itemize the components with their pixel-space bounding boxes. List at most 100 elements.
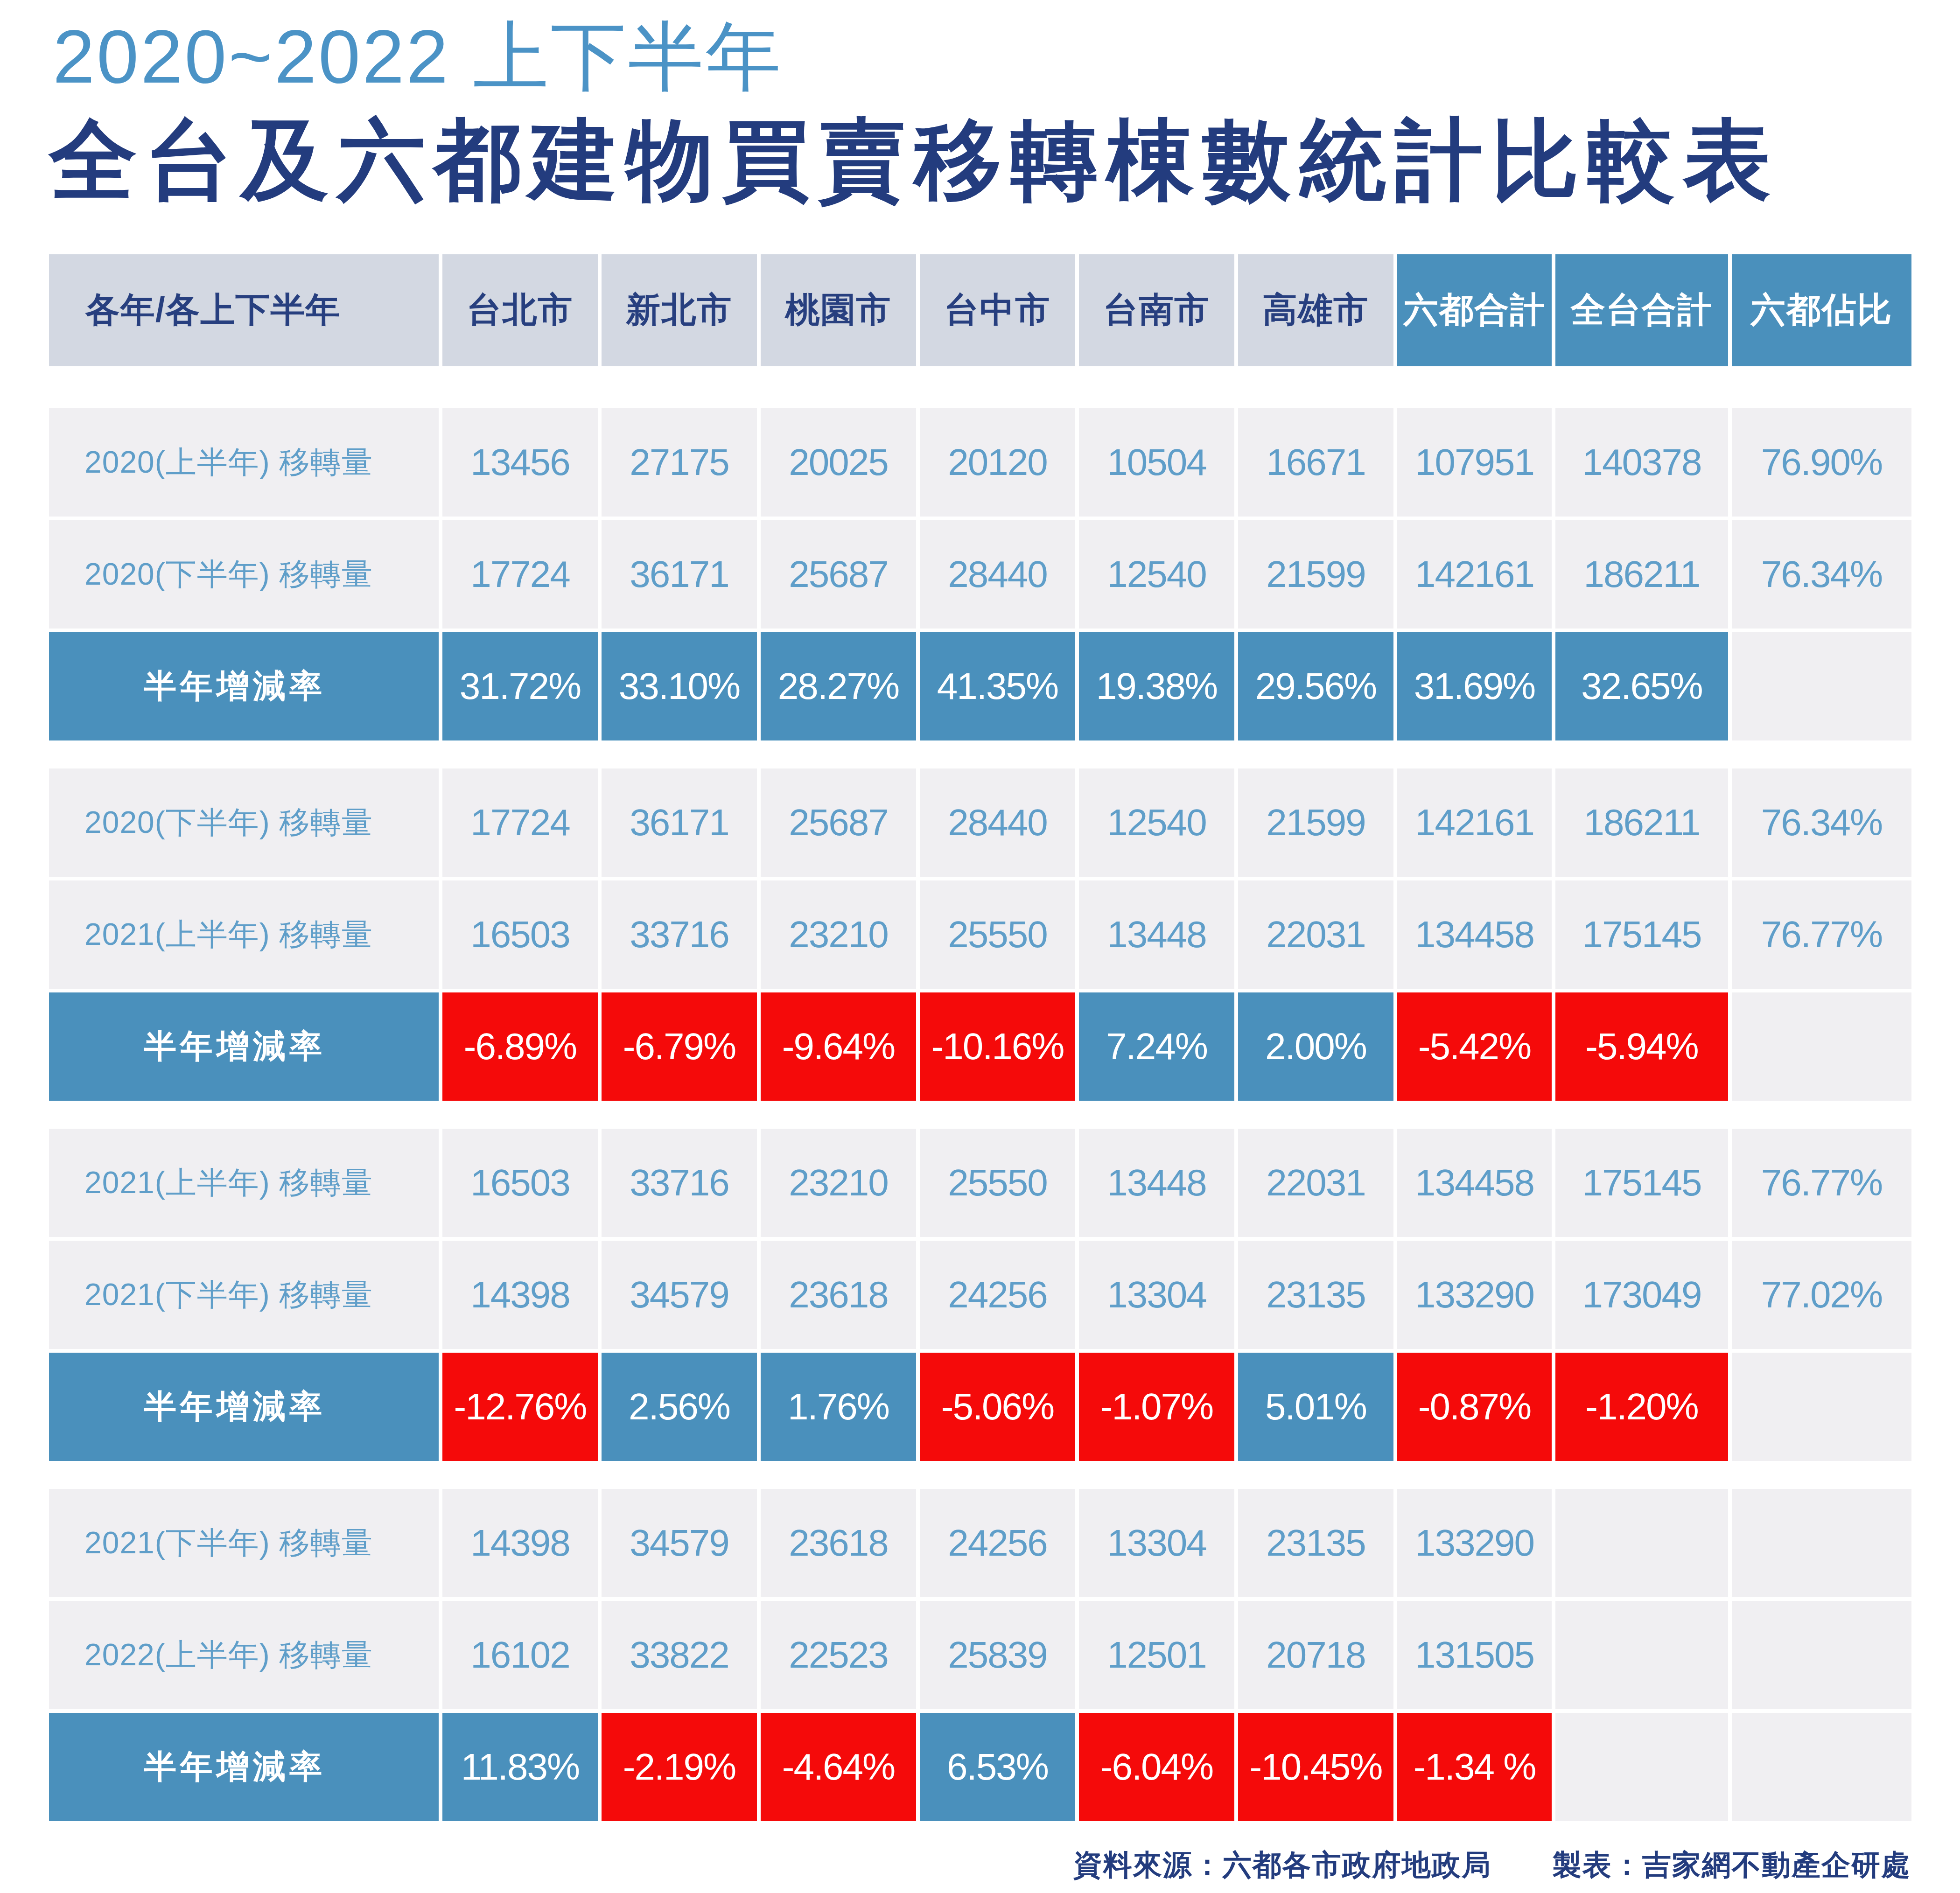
rate-value-cell: -1.20% — [1555, 1353, 1728, 1461]
value-cell: 33822 — [602, 1601, 757, 1709]
rate-value-cell: 2.56% — [602, 1353, 757, 1461]
rate-value-cell: 31.72% — [442, 632, 598, 740]
value-cell: 13448 — [1079, 1129, 1234, 1237]
rate-value-cell: -5.06% — [920, 1353, 1075, 1461]
value-cell: 23135 — [1238, 1241, 1393, 1349]
table-row: 2021(下半年) 移轉量143983457923618242561330423… — [49, 1241, 1911, 1349]
page-title-main: 全台及六都建物買賣移轉棟數統計比較表 — [49, 112, 1911, 209]
rate-value-cell: -12.76% — [442, 1353, 598, 1461]
rate-value-cell: -1.34 % — [1397, 1713, 1552, 1821]
value-cell: 134458 — [1397, 880, 1552, 989]
rate-row-label: 半年增減率 — [49, 1353, 439, 1461]
value-cell: 76.34% — [1732, 768, 1911, 877]
value-cell: 76.90% — [1732, 408, 1911, 517]
footer-maker: 製表：吉家網不動產企研處 — [1553, 1849, 1911, 1881]
rate-value-cell: 32.65% — [1555, 632, 1728, 740]
rate-value-cell: -5.94% — [1555, 992, 1728, 1101]
row-label: 2020(上半年) 移轉量 — [49, 408, 439, 517]
rate-value-cell: -6.89% — [442, 992, 598, 1101]
rate-value-cell: 29.56% — [1238, 632, 1393, 740]
value-cell: 36171 — [602, 768, 757, 877]
rate-row-label: 半年增減率 — [49, 992, 439, 1101]
rate-value-cell: 33.10% — [602, 632, 757, 740]
value-cell: 77.02% — [1732, 1241, 1911, 1349]
infographic-page: 2020~2022 上下半年 全台及六都建物買賣移轉棟數統計比較表 各年/各上下… — [0, 0, 1960, 1893]
value-cell: 140378 — [1555, 408, 1728, 517]
row-label: 2022(上半年) 移轉量 — [49, 1601, 439, 1709]
value-cell: 23618 — [761, 1489, 916, 1597]
table-group: 2021(下半年) 移轉量143983457923618242561330423… — [49, 1489, 1911, 1821]
header-cell: 桃園市 — [761, 254, 916, 366]
header-cell: 台南市 — [1079, 254, 1234, 366]
value-cell: 33716 — [602, 1129, 757, 1237]
rate-value-cell: 1.76% — [761, 1353, 916, 1461]
header-cell: 高雄市 — [1238, 254, 1393, 366]
value-cell: 14398 — [442, 1489, 598, 1597]
value-cell: 76.77% — [1732, 880, 1911, 989]
value-cell: 22031 — [1238, 880, 1393, 989]
rate-value-cell: 11.83% — [442, 1713, 598, 1821]
table-row: 2020(下半年) 移轉量177243617125687284401254021… — [49, 768, 1911, 877]
value-cell: 10504 — [1079, 408, 1234, 517]
rate-empty-cell — [1732, 1353, 1911, 1461]
value-cell: 28440 — [920, 520, 1075, 629]
rate-empty-cell — [1732, 1713, 1911, 1821]
rate-empty-cell — [1732, 992, 1911, 1101]
rate-value-cell: -9.64% — [761, 992, 916, 1101]
value-cell: 33716 — [602, 880, 757, 989]
value-cell: 34579 — [602, 1241, 757, 1349]
value-cell: 20025 — [761, 408, 916, 517]
rate-row: 半年增減率31.72%33.10%28.27%41.35%19.38%29.56… — [49, 632, 1911, 740]
value-cell: 142161 — [1397, 768, 1552, 877]
table-row: 2020(下半年) 移轉量177243617125687284401254021… — [49, 520, 1911, 629]
value-cell: 175145 — [1555, 880, 1728, 989]
rate-value-cell: -6.04% — [1079, 1713, 1234, 1821]
table-group: 2021(上半年) 移轉量165033371623210255501344822… — [49, 1129, 1911, 1461]
rate-empty-cell — [1555, 1713, 1728, 1821]
header-cell: 六都佔比 — [1732, 254, 1911, 366]
value-cell: 186211 — [1555, 768, 1728, 877]
value-cell: 25550 — [920, 1129, 1075, 1237]
rate-value-cell: 5.01% — [1238, 1353, 1393, 1461]
rate-row: 半年增減率11.83%-2.19%-4.64%6.53%-6.04%-10.45… — [49, 1713, 1911, 1821]
rate-row-label: 半年增減率 — [49, 1713, 439, 1821]
header-cell: 台中市 — [920, 254, 1075, 366]
value-cell: 24256 — [920, 1489, 1075, 1597]
value-cell: 21599 — [1238, 520, 1393, 629]
value-cell: 12540 — [1079, 520, 1234, 629]
value-cell: 16503 — [442, 1129, 598, 1237]
value-cell — [1555, 1601, 1728, 1709]
table-row: 2021(上半年) 移轉量165033371623210255501344822… — [49, 880, 1911, 989]
rate-value-cell: -1.07% — [1079, 1353, 1234, 1461]
value-cell: 131505 — [1397, 1601, 1552, 1709]
table-row: 2022(上半年) 移轉量161023382222523258391250120… — [49, 1601, 1911, 1709]
rate-value-cell: -5.42% — [1397, 992, 1552, 1101]
footer: 資料來源：六都各市政府地政局 製表：吉家網不動產企研處 — [49, 1845, 1911, 1885]
value-cell: 27175 — [602, 408, 757, 517]
value-cell: 16671 — [1238, 408, 1393, 517]
rate-row: 半年增減率-6.89%-6.79%-9.64%-10.16%7.24%2.00%… — [49, 992, 1911, 1101]
header-cell: 全台合計 — [1555, 254, 1728, 366]
value-cell: 23210 — [761, 880, 916, 989]
header-row: 各年/各上下半年台北市新北市桃園市台中市台南市高雄市六都合計全台合計六都佔比 — [49, 254, 1911, 366]
value-cell: 175145 — [1555, 1129, 1728, 1237]
value-cell: 17724 — [442, 768, 598, 877]
value-cell: 142161 — [1397, 520, 1552, 629]
value-cell: 25687 — [761, 768, 916, 877]
value-cell: 133290 — [1397, 1489, 1552, 1597]
rate-empty-cell — [1732, 632, 1911, 740]
value-cell: 23135 — [1238, 1489, 1393, 1597]
value-cell: 14398 — [442, 1241, 598, 1349]
value-cell: 13304 — [1079, 1241, 1234, 1349]
table-row: 2021(下半年) 移轉量143983457923618242561330423… — [49, 1489, 1911, 1597]
table-row: 2021(上半年) 移轉量165033371623210255501344822… — [49, 1129, 1911, 1237]
value-cell: 16503 — [442, 880, 598, 989]
rate-value-cell: 19.38% — [1079, 632, 1234, 740]
value-cell — [1732, 1489, 1911, 1597]
value-cell: 23618 — [761, 1241, 916, 1349]
value-cell: 134458 — [1397, 1129, 1552, 1237]
value-cell: 22031 — [1238, 1129, 1393, 1237]
header-cell: 新北市 — [602, 254, 757, 366]
rate-value-cell: -10.45% — [1238, 1713, 1393, 1821]
value-cell: 22523 — [761, 1601, 916, 1709]
